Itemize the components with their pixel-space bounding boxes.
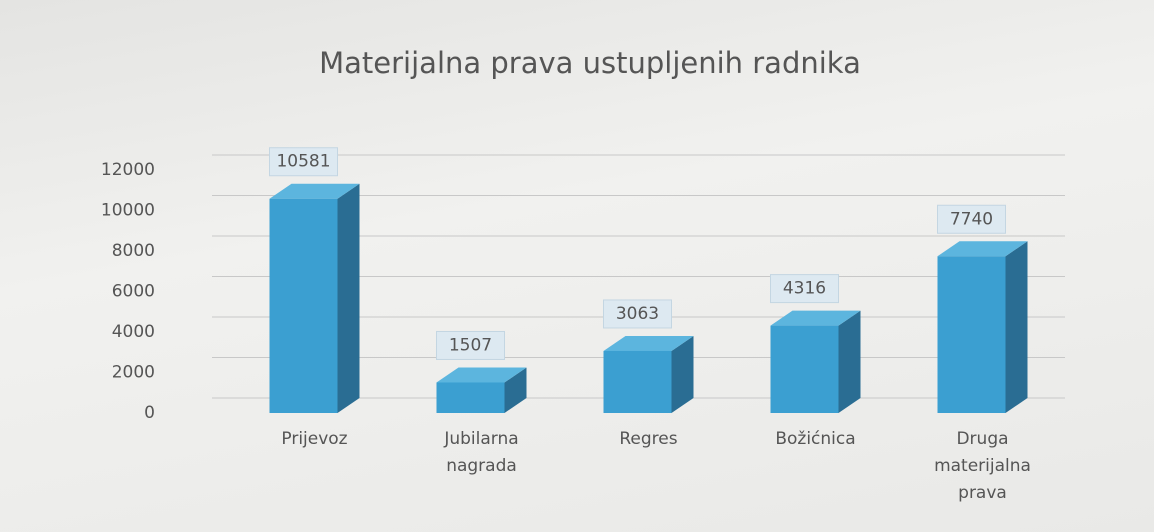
y-tick-label: 12000: [101, 160, 155, 180]
bar-side: [504, 367, 527, 413]
bar-top: [603, 335, 694, 351]
x-tick-label: Prijevoz: [281, 429, 348, 449]
bar: [937, 256, 1006, 413]
x-tick-label: Božićnica: [775, 429, 856, 449]
bar: [770, 325, 839, 413]
bar: [603, 350, 672, 413]
bar-side: [838, 310, 861, 413]
value-label: 1507: [449, 335, 492, 355]
value-label: 3063: [616, 304, 659, 324]
value-label-box: [603, 299, 672, 329]
value-label-box: [770, 274, 839, 304]
bar-side: [1005, 241, 1028, 413]
value-label-box: [436, 330, 505, 360]
value-label-box: [937, 204, 1006, 234]
value-label: 7740: [950, 209, 993, 229]
bar-side: [671, 335, 694, 413]
bar: [436, 382, 505, 413]
value-label-box: [269, 147, 338, 177]
value-label: 10581: [276, 152, 330, 172]
bar-side: [337, 183, 360, 413]
bar-top: [770, 310, 861, 326]
x-tick-label: Jubilarna nagrada: [444, 429, 519, 476]
bar-top: [269, 183, 360, 199]
x-tick-label: Druga materijalna prava: [934, 429, 1031, 503]
y-tick-label: 2000: [112, 363, 155, 383]
value-label: 4316: [783, 279, 826, 299]
x-tick-label: Regres: [619, 429, 678, 449]
bar-top: [436, 367, 527, 383]
chart-title: Materijalna prava ustupljenih radnika: [319, 46, 861, 80]
y-tick-label: 8000: [112, 241, 155, 261]
y-tick-label: 4000: [112, 322, 155, 342]
y-tick-label: 10000: [101, 201, 155, 221]
bar-top: [937, 241, 1028, 257]
y-tick-label: 6000: [112, 282, 155, 302]
y-tick-label: 0: [144, 403, 155, 423]
bar: [269, 198, 338, 413]
